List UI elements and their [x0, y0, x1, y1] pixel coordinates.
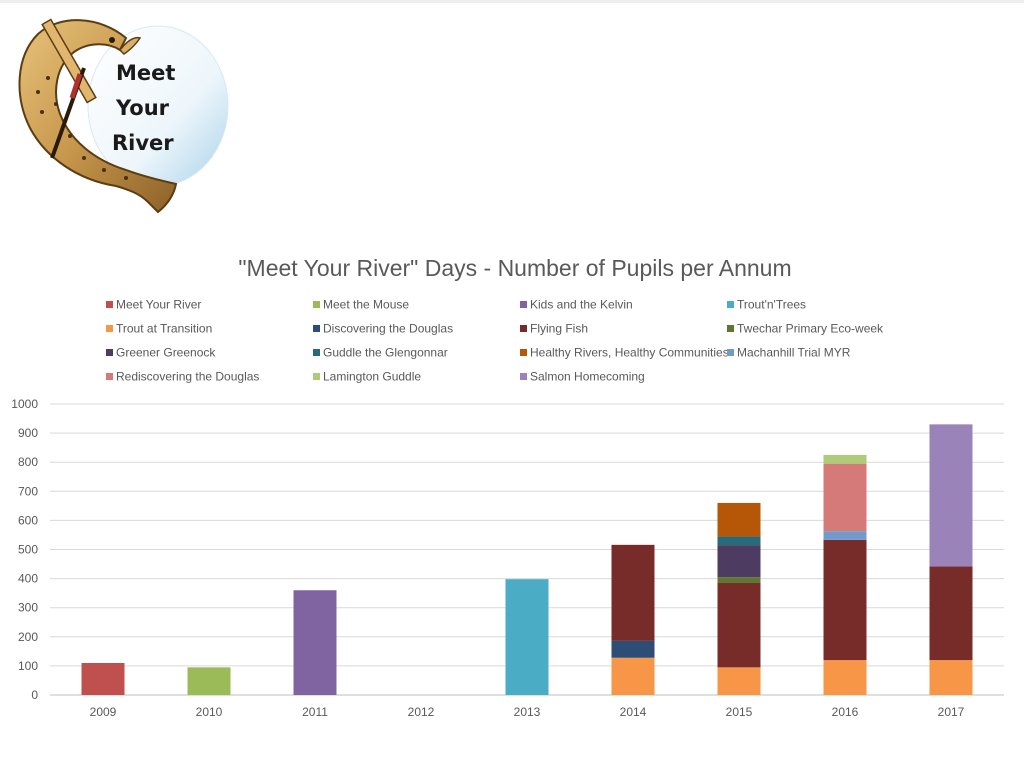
legend-label: Machanhill Trial MYR: [737, 346, 851, 360]
y-tick-label: 100: [18, 659, 38, 673]
legend-swatch: [106, 373, 113, 380]
logo-line-3: River: [112, 131, 174, 155]
bar-segment: [611, 657, 655, 695]
chart-legend: Meet Your River Meet the Mouse Kids and th…: [106, 298, 884, 384]
x-tick-label: 2013: [514, 705, 541, 719]
legend-label: Kids and the Kelvin: [530, 298, 633, 312]
y-axis: 0 100 200 300 400 500 600 700 800 900 1000: [11, 397, 38, 702]
legend-label: Rediscovering the Douglas: [116, 370, 259, 384]
legend-label: Flying Fish: [530, 322, 588, 336]
y-tick-label: 300: [18, 601, 38, 615]
bar-segment: [823, 531, 867, 540]
legend-swatch: [313, 325, 320, 332]
x-tick-label: 2017: [938, 705, 965, 719]
x-tick-label: 2011: [302, 705, 328, 719]
x-tick-label: 2016: [832, 705, 859, 719]
y-tick-label: 500: [18, 543, 38, 557]
legend-label: Trout at Transition: [116, 322, 212, 336]
chart-title: "Meet Your River" Days - Number of Pupil…: [238, 255, 791, 281]
bar-segment: [717, 577, 761, 583]
legend-swatch: [313, 349, 320, 356]
legend-label: Lamington Guddle: [323, 370, 421, 384]
legend-label: Greener Greenock: [116, 346, 216, 360]
legend-swatch: [727, 301, 734, 308]
meet-your-river-logo: Meet Your River: [18, 18, 229, 214]
y-tick-label: 900: [18, 426, 38, 440]
y-tick-label: 200: [18, 630, 38, 644]
legend-swatch: [313, 301, 320, 308]
chart-bars: [81, 424, 973, 695]
legend-label: Meet the Mouse: [323, 298, 409, 312]
x-tick-label: 2009: [90, 705, 117, 719]
bar-segment: [187, 667, 231, 695]
bar-segment: [717, 536, 761, 546]
bar-segment: [611, 640, 655, 658]
trout-icon: [18, 19, 178, 214]
y-tick-label: 1000: [11, 397, 38, 411]
x-tick-label: 2012: [408, 705, 435, 719]
legend-label: Trout'n'Trees: [737, 298, 806, 312]
bar-segment: [293, 590, 337, 695]
legend-swatch: [520, 325, 527, 332]
ruler-icon: [41, 18, 97, 104]
legend-label: Twechar Primary Eco-week: [737, 322, 884, 336]
bar-segment: [81, 662, 125, 695]
bar-segment: [929, 660, 973, 695]
bar-segment: [823, 454, 867, 464]
legend-swatch: [106, 325, 113, 332]
bar-segment: [823, 660, 867, 695]
legend-swatch: [727, 349, 734, 356]
bar-segment: [823, 463, 867, 532]
bar-segment: [717, 502, 761, 537]
legend-swatch: [106, 349, 113, 356]
bar-segment: [717, 667, 761, 695]
bar-segment: [717, 545, 761, 578]
legend-swatch: [313, 373, 320, 380]
legend-swatch: [727, 325, 734, 332]
top-strip: [0, 0, 1024, 3]
bar-segment: [505, 579, 549, 695]
legend-label: Guddle the Glengonnar: [323, 346, 448, 360]
bar-segment: [929, 566, 973, 661]
y-tick-label: 600: [18, 513, 38, 527]
y-tick-label: 400: [18, 572, 38, 586]
y-tick-label: 0: [31, 688, 38, 702]
legend-label: Healthy Rivers, Healthy Communities: [530, 346, 729, 360]
legend-swatch: [520, 349, 527, 356]
chart-gridlines: [50, 403, 1004, 696]
legend-swatch: [520, 373, 527, 380]
bar-segment: [611, 544, 655, 641]
legend-label: Salmon Homecoming: [530, 370, 645, 384]
x-tick-label: 2010: [196, 705, 223, 719]
y-tick-label: 700: [18, 484, 38, 498]
bar-segment: [823, 539, 867, 661]
pen-icon: [50, 67, 86, 159]
bar-segment: [717, 582, 761, 668]
legend-swatch: [106, 301, 113, 308]
x-tick-label: 2015: [726, 705, 753, 719]
logo-line-1: Meet: [116, 61, 175, 85]
x-tick-label: 2014: [620, 705, 647, 719]
x-axis: 2009 2010 2011 2012 2013 2014 2015 2016 2017: [90, 705, 965, 719]
legend-label: Meet Your River: [116, 298, 201, 312]
bar-segment: [929, 424, 973, 567]
logo-line-2: Your: [115, 96, 170, 120]
legend-swatch: [520, 301, 527, 308]
y-tick-label: 800: [18, 455, 38, 469]
legend-label: Discovering the Douglas: [323, 322, 453, 336]
